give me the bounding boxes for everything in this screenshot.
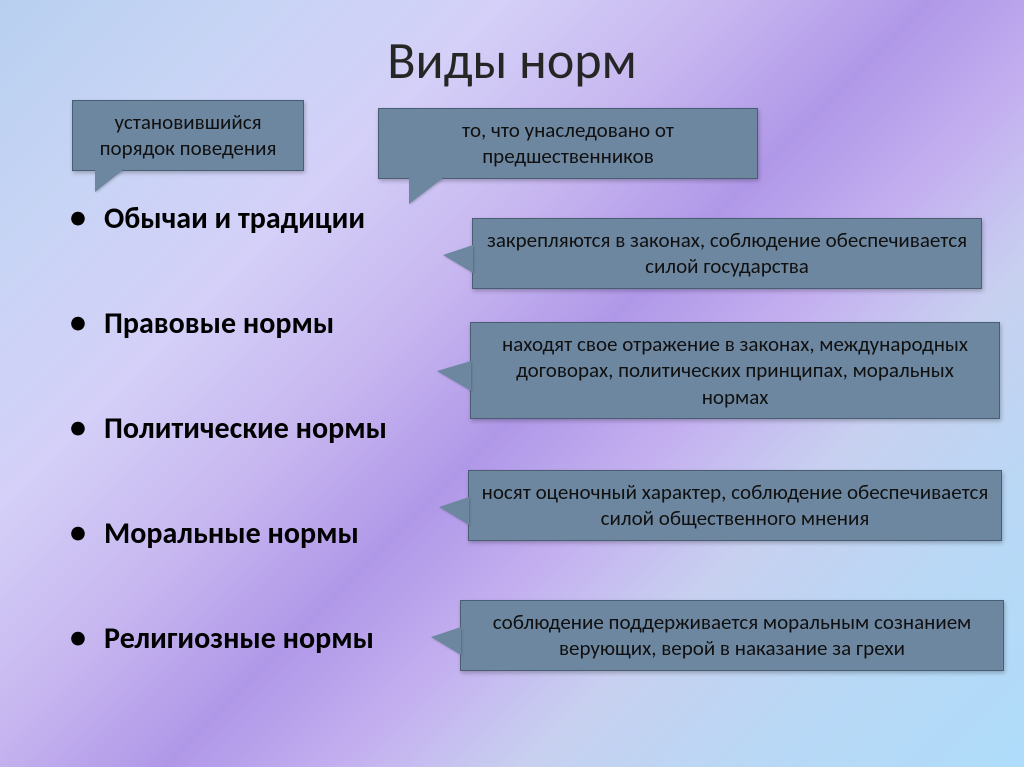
bullet-label: Религиозные нормы xyxy=(104,620,374,657)
callout-religious: соблюдение поддерживается моральным созн… xyxy=(460,600,1004,671)
list-item: Моральные нормы xyxy=(70,515,387,552)
norm-list: Обычаи и традиции Правовые нормы Политич… xyxy=(70,200,387,725)
callout-inherited: то, что унаследовано от предшественников xyxy=(378,108,758,179)
callout-legal: закрепляются в законах, соблюдение обесп… xyxy=(472,218,982,289)
bullet-label: Обычаи и традиции xyxy=(104,200,365,237)
bullet-label: Моральные нормы xyxy=(104,515,359,552)
slide: Виды норм установившийся порядок поведен… xyxy=(0,0,1024,767)
bullet-label: Правовые нормы xyxy=(104,305,334,342)
list-item: Обычаи и традиции xyxy=(70,200,387,237)
bullet-label: Политические нормы xyxy=(104,410,387,447)
list-item: Религиозные нормы xyxy=(70,620,387,657)
callout-moral: носят оценочный характер, соблюдение обе… xyxy=(468,470,1002,541)
slide-title: Виды норм xyxy=(0,28,1024,92)
list-item: Правовые нормы xyxy=(70,305,387,342)
callout-customs-order: установившийся порядок поведения xyxy=(72,100,304,171)
list-item: Политические нормы xyxy=(70,410,387,447)
callout-political: находят свое отражение в законах, междун… xyxy=(470,322,1000,419)
